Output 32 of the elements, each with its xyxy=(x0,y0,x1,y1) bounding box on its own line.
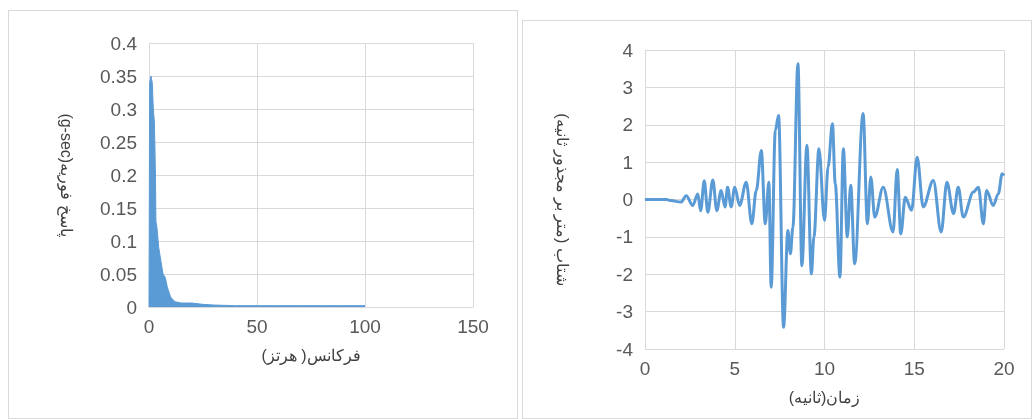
y-tick-label: 4 xyxy=(622,39,634,61)
x-tick-label: 0 xyxy=(639,358,651,379)
line-series xyxy=(643,62,1006,329)
y-tick-label: 0.15 xyxy=(100,197,137,219)
y-tick-label: 0.1 xyxy=(110,230,137,252)
y-tick-label: 0.2 xyxy=(110,164,137,186)
x-tick-label: 0 xyxy=(143,316,155,337)
y-tick-label: -1 xyxy=(616,226,633,248)
x-tick-label: 15 xyxy=(903,358,925,379)
y-tick-label: 0.3 xyxy=(110,98,137,120)
y-tick-label: 0.4 xyxy=(110,32,138,54)
x-tick-label: 150 xyxy=(457,316,489,337)
y-tick-label: -2 xyxy=(616,263,633,285)
y-tick-label: -3 xyxy=(616,301,633,323)
x-tick-label: 100 xyxy=(349,316,381,337)
y-tick-label: 0.25 xyxy=(100,131,137,153)
y-axis-title: (g-sec)پاسخ فوریه xyxy=(56,113,75,237)
y-tick-label: 0.35 xyxy=(100,65,137,87)
y-tick-label: 0.05 xyxy=(100,263,137,285)
y-axis-title: شتاب (متر بر مجذور ثانیه) xyxy=(552,113,571,286)
x-tick-label: 50 xyxy=(246,316,268,337)
y-tick-label: 1 xyxy=(622,151,633,173)
x-tick-label: 20 xyxy=(993,358,1015,379)
x-tick-label: 10 xyxy=(813,358,836,379)
y-tick-label: 0 xyxy=(126,296,137,318)
y-tick-label: 2 xyxy=(622,114,633,136)
y-tick-label: -4 xyxy=(616,338,634,360)
y-tick-label: 0 xyxy=(622,189,633,210)
y-tick-label: 3 xyxy=(622,76,633,98)
x-axis-title: زمان(ثانیه) xyxy=(788,388,861,407)
x-axis-title: فرکانس( هرتز) xyxy=(261,346,361,365)
x-tick-label: 5 xyxy=(729,358,741,379)
